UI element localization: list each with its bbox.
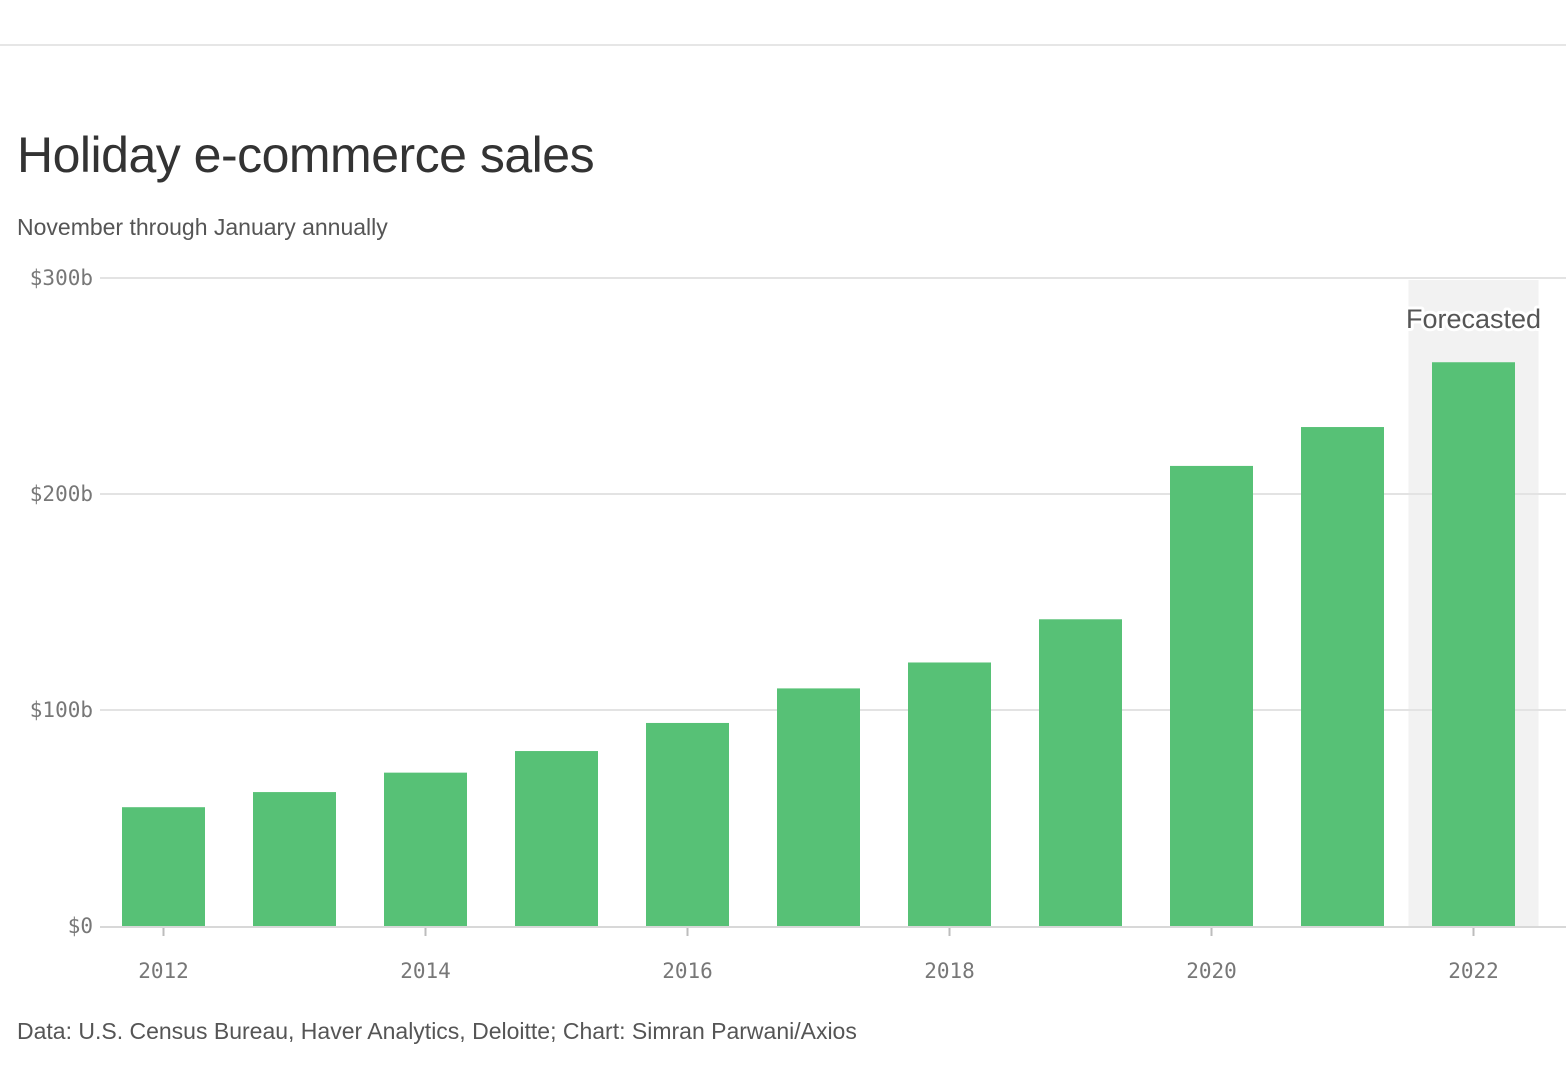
annotation-layer: Forecasted: [1403, 301, 1544, 337]
bar-2015: [515, 751, 598, 926]
x-tick-label: 2016: [662, 959, 713, 983]
forecast-annotation: Forecasted: [1406, 304, 1541, 334]
bar-2018: [908, 662, 991, 926]
bar-2013: [253, 792, 336, 926]
bar-2016: [646, 722, 729, 926]
x-tick-label: 2018: [924, 959, 975, 983]
y-tick-label-layer: $0 $100b $200b $300b: [30, 266, 93, 938]
bar-2021: [1301, 427, 1384, 926]
y-tick-label: $100b: [30, 698, 93, 722]
x-tick-label: 2014: [400, 959, 451, 983]
x-tick-label: 2012: [138, 959, 189, 983]
x-tick-label-layer: 2012 2014 2016 2018 2020 2022: [138, 959, 1499, 983]
bar-2020: [1170, 465, 1253, 926]
bar-chart: $0$100b$200b$300b 2012 2014 2016 2018 2020 20…: [30, 266, 1566, 983]
bar-2012: [122, 807, 205, 926]
x-tick-label: 2022: [1448, 959, 1499, 983]
y-tick-label: $300b: [30, 266, 93, 290]
x-axis-layer: [100, 926, 1566, 936]
chart-title: Holiday e-commerce sales: [17, 127, 595, 183]
top-divider: [0, 44, 1566, 46]
bar-2017: [777, 688, 860, 926]
bar-2022: [1432, 362, 1515, 926]
bar-layer: [122, 362, 1515, 926]
chart-source-note: Data: U.S. Census Bureau, Haver Analytic…: [17, 1018, 857, 1044]
bar-2019: [1039, 619, 1122, 926]
y-tick-label: $200b: [30, 482, 93, 506]
bar-2014: [384, 772, 467, 926]
x-tick-label: 2020: [1186, 959, 1237, 983]
chart-subtitle: November through January annually: [17, 214, 388, 240]
y-tick-label: $0: [68, 914, 93, 938]
